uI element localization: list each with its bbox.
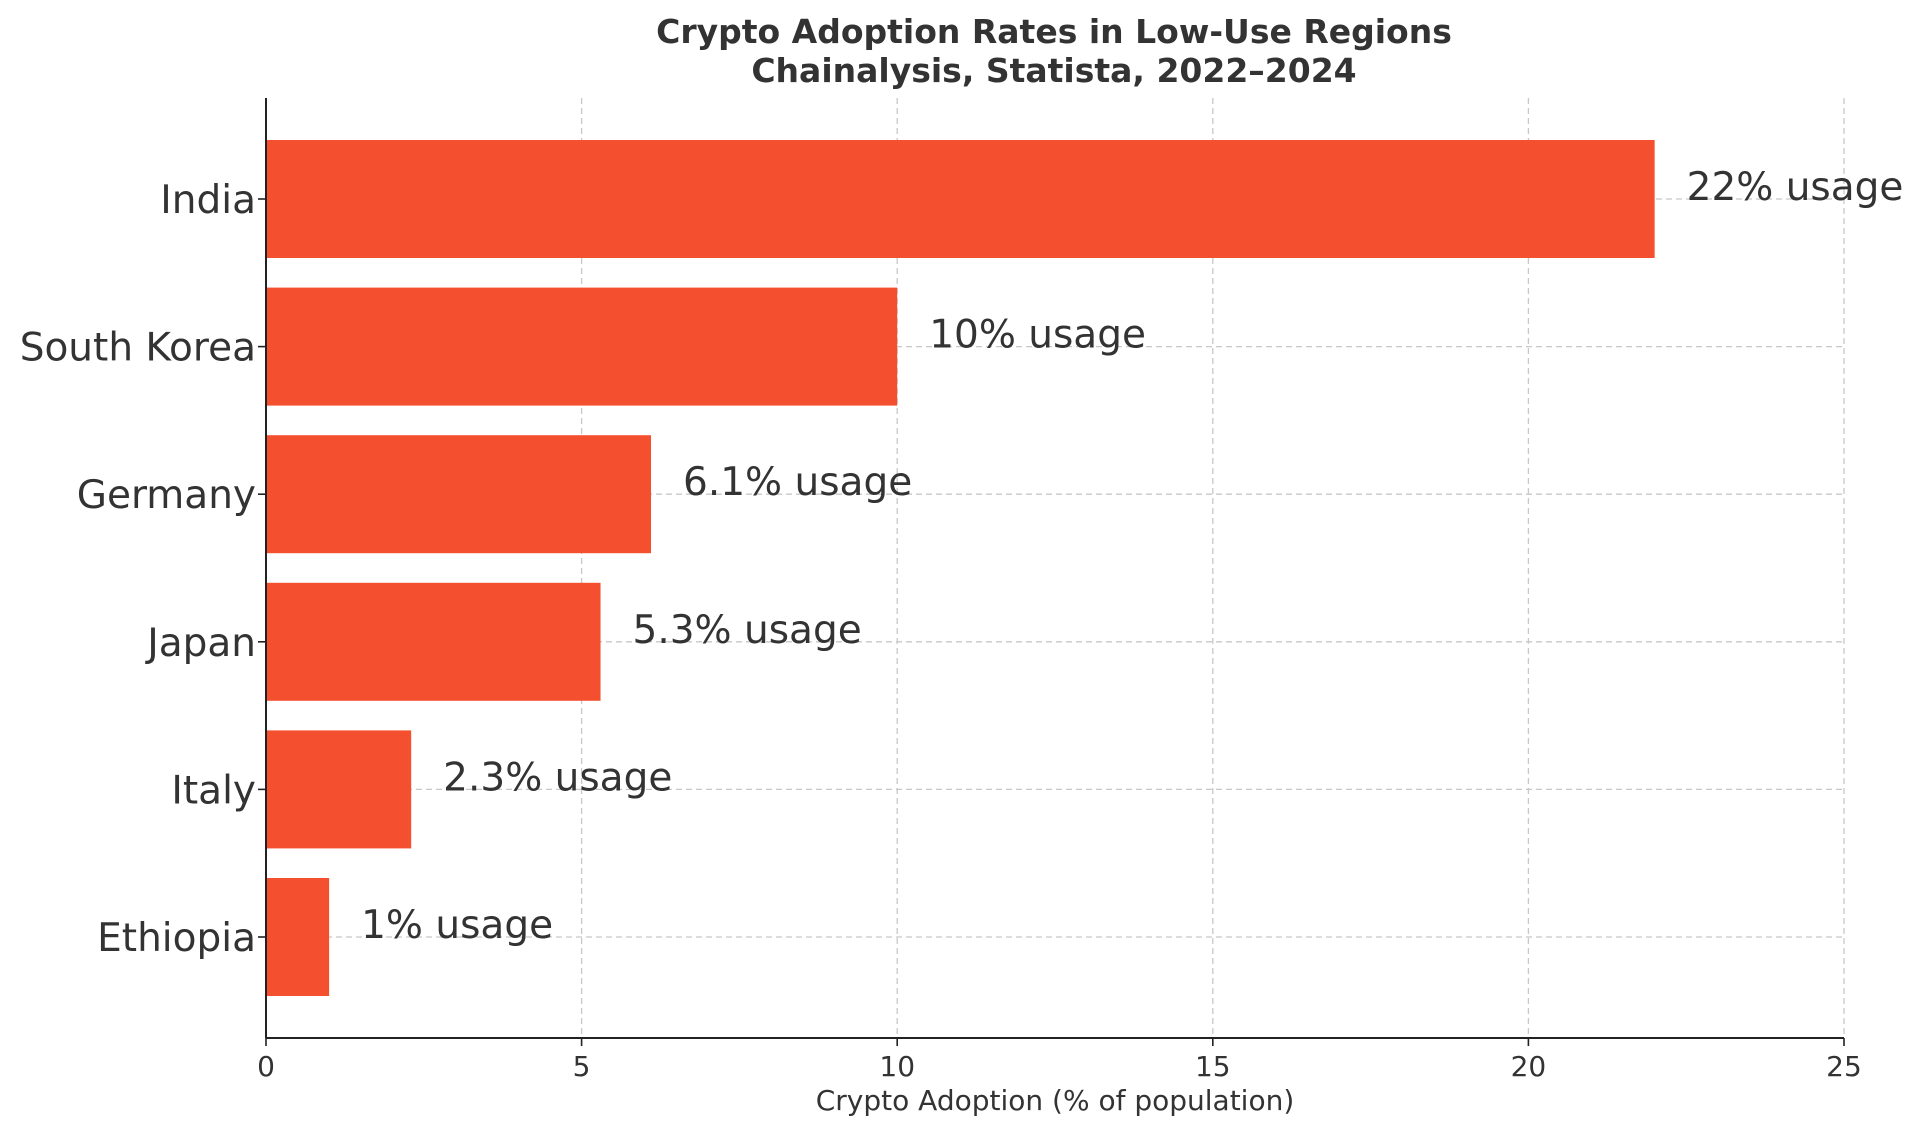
x-tick-label: 20 — [1511, 1050, 1547, 1083]
chart-subtitle: Chainalysis, Statista, 2022–2024 — [751, 51, 1356, 90]
data-label: 6.1% usage — [683, 460, 912, 505]
x-tick-label: 5 — [573, 1050, 591, 1083]
category-label: South Korea — [20, 326, 256, 371]
bar-germany — [266, 435, 652, 554]
data-label: 1% usage — [361, 903, 553, 948]
x-tick-label: 0 — [257, 1050, 275, 1083]
x-tick-label: 10 — [879, 1050, 915, 1083]
y-axis-categories: India South Korea Germany Japan Italy Ethiopi… — [20, 178, 266, 961]
x-tick-label: 25 — [1826, 1050, 1862, 1083]
bar-italy — [266, 730, 412, 849]
bar-japan — [266, 582, 601, 701]
axes — [265, 98, 1844, 1039]
category-label: Ethiopia — [97, 916, 256, 961]
bars — [266, 140, 1655, 996]
category-label: Japan — [144, 621, 256, 666]
category-label: Germany — [77, 473, 256, 518]
category-label: Italy — [171, 768, 256, 813]
x-tick-label: 15 — [1195, 1050, 1231, 1083]
bar-ethiopia — [266, 878, 330, 996]
data-label: 2.3% usage — [443, 755, 672, 800]
bar-india — [266, 140, 1655, 258]
bar-south-korea — [266, 287, 898, 406]
data-label: 10% usage — [929, 313, 1146, 358]
chart-title: Crypto Adoption Rates in Low-Use Regions — [656, 12, 1452, 51]
data-labels: 22% usage 10% usage 6.1% usage 5.3% usage 2.… — [361, 165, 1903, 948]
x-axis-label: Crypto Adoption (% of population) — [816, 1084, 1295, 1117]
x-axis-ticks: 0 5 10 15 20 25 — [257, 1038, 1862, 1083]
category-label: India — [160, 178, 256, 223]
data-label: 5.3% usage — [633, 608, 862, 653]
data-label: 22% usage — [1687, 165, 1904, 210]
